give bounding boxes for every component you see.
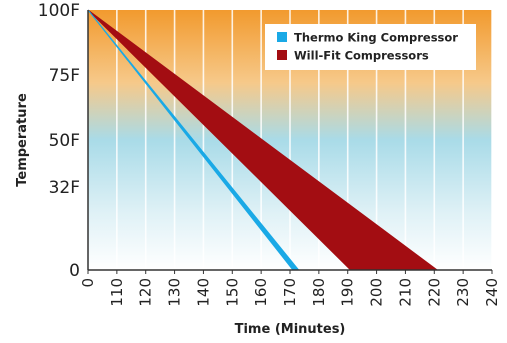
legend-label-thermo-king: Thermo King Compressor <box>294 31 458 45</box>
y-axis-title: Temperature <box>15 93 30 187</box>
x-tick-label: 0 <box>79 278 97 288</box>
x-tick-label: 150 <box>223 278 241 307</box>
x-tick-label: 230 <box>454 278 472 307</box>
x-tick-label: 220 <box>425 278 443 307</box>
x-tick-label: 120 <box>137 278 155 307</box>
y-tick-label: 32F <box>49 178 80 198</box>
x-tick-label: 200 <box>368 278 386 307</box>
legend-swatch-will-fit <box>277 50 287 60</box>
y-tick-label: 75F <box>49 66 80 86</box>
x-axis-title: Time (Minutes) <box>235 322 346 337</box>
y-tick-label: 100F <box>38 1 80 21</box>
x-tick-label: 240 <box>483 278 501 307</box>
x-tick-labels: 0 110 120 130 140 150 160 170 180 190 200 210 220 230… <box>79 270 501 307</box>
x-tick-label: 180 <box>310 278 328 307</box>
y-tick-label: 50F <box>49 131 80 151</box>
y-tick-label: 0 <box>69 261 80 281</box>
x-tick-label: 160 <box>252 278 270 307</box>
legend-label-will-fit: Will-Fit Compressors <box>294 49 429 63</box>
x-tick-label: 170 <box>281 278 299 307</box>
x-tick-label: 110 <box>108 278 126 307</box>
x-tick-label: 190 <box>339 278 357 307</box>
x-tick-label: 210 <box>396 278 414 307</box>
x-tick-label: 130 <box>166 278 184 307</box>
legend-swatch-thermo-king <box>277 32 287 42</box>
x-tick-label: 140 <box>194 278 212 307</box>
legend-background <box>265 24 476 70</box>
legend: Thermo King Compressor Will-Fit Compress… <box>265 24 476 70</box>
y-tick-labels: 100F 75F 50F 32F 0 <box>38 1 80 281</box>
